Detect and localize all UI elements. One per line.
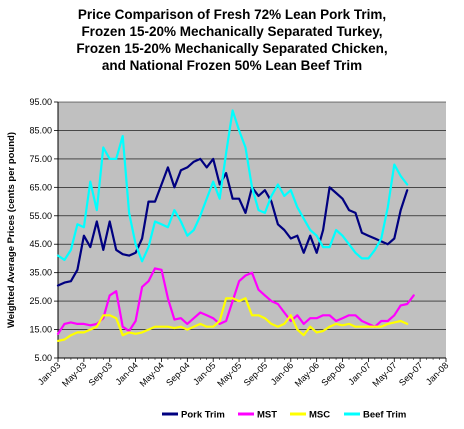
y-tick-label: 15.00 xyxy=(29,325,52,335)
x-tick-label: Sep-07 xyxy=(397,360,425,388)
y-tick-label: 5.00 xyxy=(34,353,52,363)
y-tick-label: 55.00 xyxy=(29,211,52,221)
legend-item: MSC xyxy=(290,410,330,421)
x-tick-label: May-03 xyxy=(60,360,88,388)
legend: Pork Trim MST MSC Beef Trim xyxy=(162,410,406,421)
x-tick-label: Jan-07 xyxy=(346,360,373,387)
x-tick-label: Sep-03 xyxy=(87,360,115,388)
legend-label: Beef Trim xyxy=(363,410,406,421)
x-tick-label: May-04 xyxy=(138,360,166,388)
y-tick-label: 85.00 xyxy=(29,125,52,135)
x-tick-label: May-06 xyxy=(293,360,321,388)
chart-title-line-2: Frozen 15-20% Mechanically Separated Tur… xyxy=(81,24,383,39)
y-tick-label: 35.00 xyxy=(29,268,52,278)
chart-title-line-3: Frozen 15-20% Mechanically Separated Chi… xyxy=(76,41,388,56)
y-tick-label: 95.00 xyxy=(29,97,52,107)
y-axis-ticks: 5.00 15.00 25.00 35.00 45.00 55.00 65.00 75.00 8… xyxy=(29,97,58,363)
chart-title: Price Comparison of Fresh 72% Lean Pork … xyxy=(0,6,464,74)
x-tick-label: Jan-05 xyxy=(191,360,218,387)
legend-label: Pork Trim xyxy=(181,410,225,421)
x-tick-label: Jan-06 xyxy=(269,360,296,387)
series-line-pork-trim xyxy=(56,157,409,287)
x-tick-label: Sep-05 xyxy=(242,360,270,388)
x-tick-label: Jan-08 xyxy=(424,360,451,387)
legend-item: Pork Trim xyxy=(162,410,225,421)
x-tick-label: Jan-03 xyxy=(36,360,63,387)
legend-label: MST xyxy=(257,410,277,421)
legend-item: Beef Trim xyxy=(344,410,406,421)
x-tick-label: Sep-04 xyxy=(164,360,192,388)
x-tick-label: May-07 xyxy=(370,360,398,388)
series-line-msc xyxy=(56,297,409,342)
y-tick-label: 25.00 xyxy=(29,296,52,306)
legend-item: MST xyxy=(238,410,277,421)
x-tick-label: May-05 xyxy=(215,360,243,388)
x-tick-label: Jan-04 xyxy=(113,360,140,387)
x-tick-label: Sep-06 xyxy=(319,360,347,388)
series-line-mst xyxy=(56,267,415,335)
y-tick-label: 45.00 xyxy=(29,239,52,249)
y-axis-label: Weighted Average Prices (cents per pound… xyxy=(6,132,17,328)
y-tick-label: 75.00 xyxy=(29,154,52,164)
y-tick-label: 65.00 xyxy=(29,182,52,192)
chart-title-line-4: and National Frozen 50% Lean Beef Trim xyxy=(101,58,363,73)
series-line-beef-trim xyxy=(56,109,409,263)
series-lines xyxy=(56,109,415,342)
legend-label: MSC xyxy=(309,410,330,421)
chart-title-line-1: Price Comparison of Fresh 72% Lean Pork … xyxy=(77,7,387,22)
